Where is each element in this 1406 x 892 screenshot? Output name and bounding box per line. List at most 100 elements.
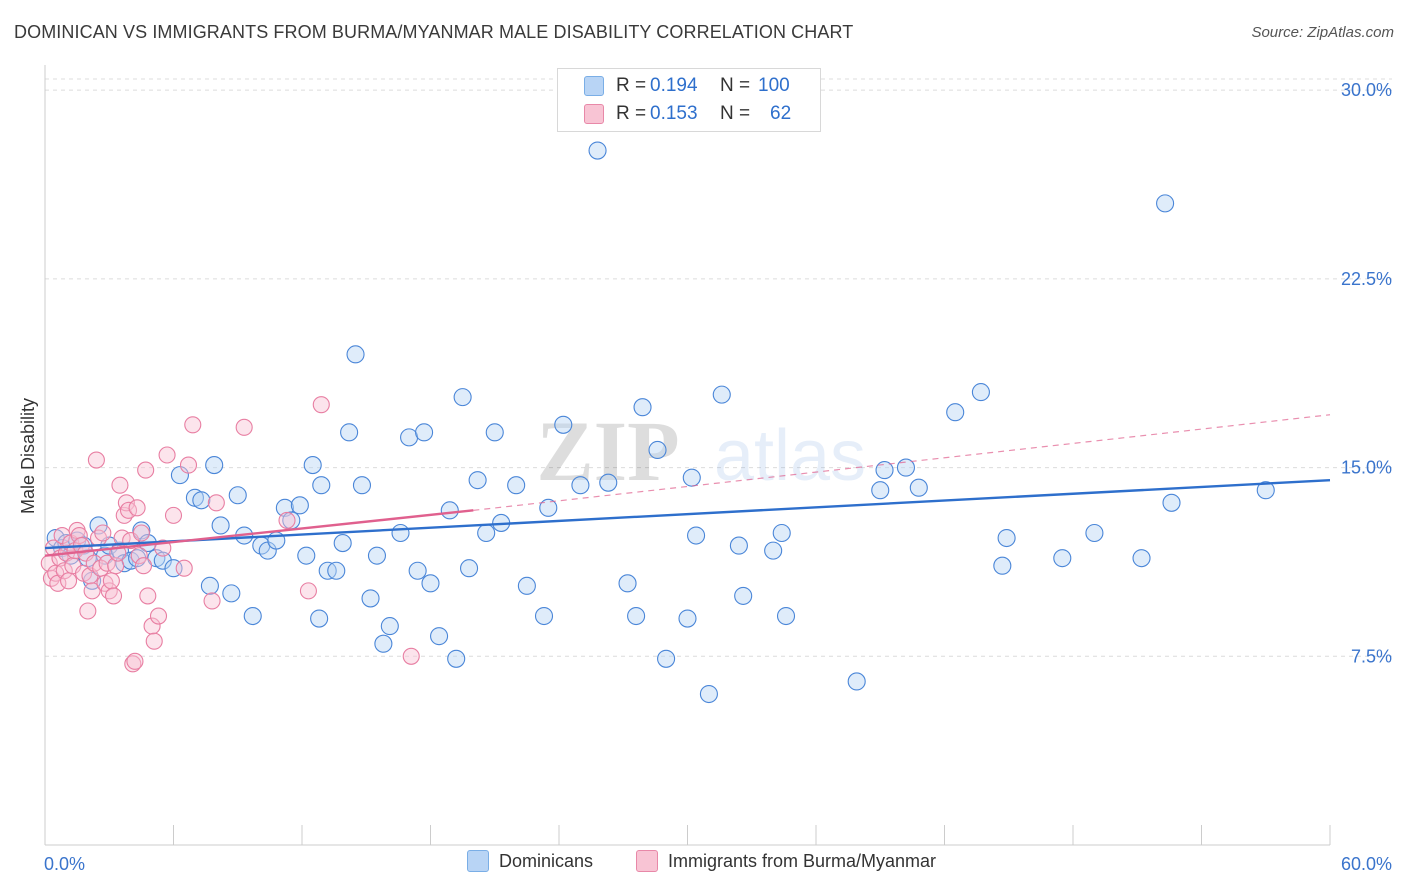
data-point [55, 562, 73, 580]
data-point [430, 627, 449, 646]
data-point [648, 440, 667, 460]
data-point [729, 536, 748, 555]
data-point [1132, 549, 1151, 568]
legend-label-burma: Immigrants from Burma/Myanmar [668, 850, 937, 871]
data-point [1156, 194, 1175, 213]
data-point [290, 496, 309, 515]
source-label: Source: ZipAtlas.com [1251, 24, 1394, 41]
data-point [211, 516, 230, 535]
data-point [402, 647, 420, 665]
data-point [222, 584, 241, 603]
data-point [408, 561, 427, 580]
data-point [847, 672, 866, 691]
legend-swatch-burma [636, 850, 658, 872]
legend-item-burma[interactable]: Immigrants from Burma/Myanmar [636, 850, 936, 872]
data-point [415, 423, 434, 442]
n-label: N = [720, 103, 756, 124]
data-point [228, 486, 247, 505]
legend-item-dominicans[interactable]: Dominicans [467, 850, 593, 872]
n-value: 100 [758, 75, 790, 96]
data-point [235, 418, 253, 436]
stats-legend: R = 0.194 N = 100 R = 0.153 N = 62 [557, 68, 821, 132]
r-value: 0.153 [650, 103, 698, 124]
data-point [175, 559, 193, 577]
data-point [158, 446, 176, 464]
data-point [657, 649, 676, 668]
data-point [380, 617, 399, 636]
data-point [124, 655, 142, 673]
data-point [346, 345, 365, 364]
trend-line-1 [44, 509, 474, 557]
data-point [139, 587, 157, 605]
n-value: 62 [770, 103, 792, 124]
chart-title: DOMINICAN VS IMMIGRANTS FROM BURMA/MYANM… [14, 22, 854, 42]
data-point [997, 528, 1016, 548]
data-point [588, 141, 607, 160]
data-point [1256, 481, 1275, 500]
y-tick-label: 22.5% [1341, 269, 1392, 289]
data-point [1085, 523, 1104, 543]
data-point [87, 451, 105, 469]
dominicans-swatch [584, 76, 604, 96]
data-point [340, 423, 359, 442]
data-point [70, 526, 88, 545]
data-point [776, 606, 796, 626]
trend-extension-1 [473, 414, 1331, 511]
data-point [137, 461, 155, 479]
data-point [303, 456, 322, 475]
data-point [633, 398, 652, 417]
legend-label-dominicans: Dominicans [499, 850, 594, 871]
data-point [60, 572, 78, 590]
y-tick-label: 7.5% [1351, 646, 1392, 666]
data-point [712, 385, 731, 404]
tick-labels: 7.5% 15.0% 22.5% 30.0% 0.0% 60.0% [44, 80, 1392, 874]
y-tick-label: 15.0% [1341, 458, 1392, 478]
x-tick-label: 0.0% [44, 854, 85, 874]
data-point [682, 468, 701, 487]
data-point [203, 592, 221, 610]
data-point [134, 557, 153, 575]
data-point [297, 546, 316, 565]
data-point [687, 526, 706, 545]
data-point [871, 481, 890, 500]
data-point [89, 516, 108, 535]
data-point [179, 456, 198, 474]
data-point [205, 456, 224, 475]
data-point [993, 556, 1012, 575]
data-point [946, 403, 965, 422]
data-point [333, 534, 352, 553]
data-point [149, 607, 168, 625]
r-label: R = [616, 103, 652, 124]
data-point [111, 476, 129, 494]
data-point [459, 559, 479, 578]
burma-swatch [584, 104, 604, 124]
data-point [571, 476, 590, 495]
data-point [207, 494, 225, 512]
bottom-legend: Dominicans Immigrants from Burma/Myanmar [0, 850, 1406, 880]
stats-row-dominicans: R = 0.194 N = 100 [558, 72, 820, 100]
data-point [312, 476, 331, 495]
y-tick-label: 30.0% [1341, 80, 1392, 100]
data-point [627, 606, 646, 626]
data-point [299, 582, 317, 600]
data-point [453, 388, 472, 407]
watermark: ZIP atlas [536, 403, 866, 499]
data-point [699, 684, 718, 704]
series-1 [40, 396, 420, 673]
data-point [153, 551, 172, 570]
data-point [507, 476, 526, 495]
data-point [310, 609, 329, 628]
data-point [618, 574, 637, 593]
data-point [243, 606, 262, 626]
data-point [421, 574, 440, 593]
data-point [361, 589, 380, 608]
data-point [79, 602, 97, 620]
data-point [352, 476, 372, 495]
data-point [400, 428, 419, 447]
data-point [1053, 549, 1072, 568]
data-point [374, 634, 393, 653]
data-point [200, 576, 219, 595]
data-point [128, 499, 146, 517]
trend-line-0 [44, 478, 1331, 550]
